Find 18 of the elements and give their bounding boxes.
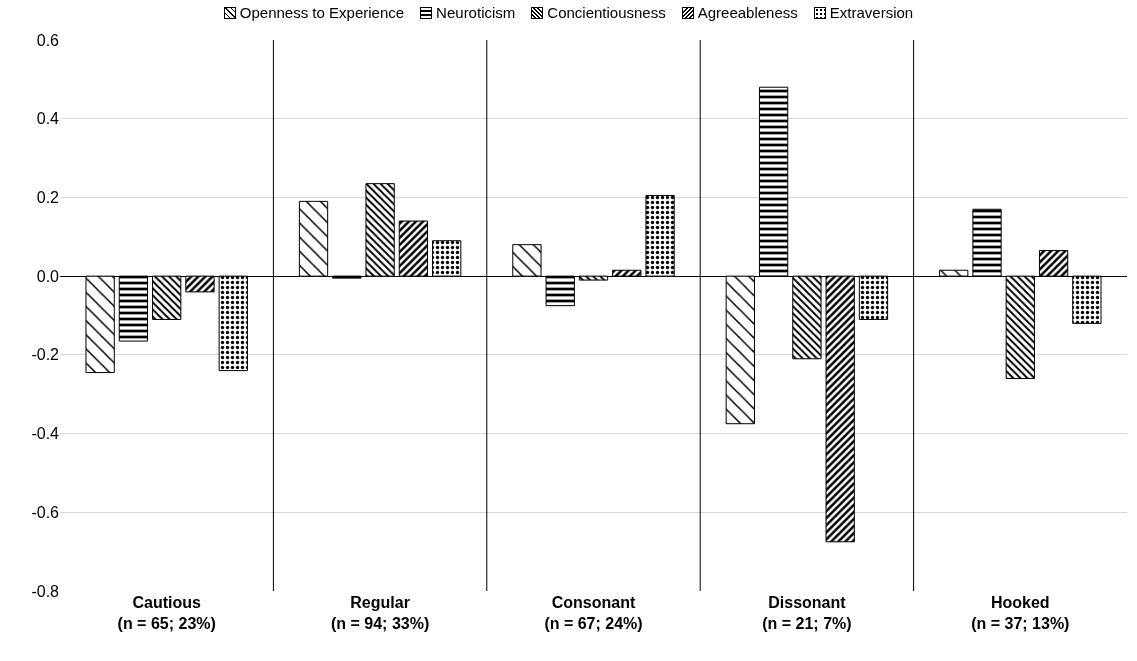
y-tick-label: 0.2 [36,189,60,207]
legend-label: Openness to Experience [239,4,405,21]
legend-label: Agreeableness [697,4,798,21]
legend-label: Concientiousness [547,4,666,21]
x-tick-label: Consonant (n = 67; 24%) [544,594,643,632]
y-tick-label: -0.4 [31,425,60,443]
x-tick-label: Dissonant (n = 21; 7%) [762,594,852,632]
y-tick-label: 0.4 [36,110,60,128]
y-tick-label: -0.8 [31,582,60,600]
x-tick-label: Cautious (n = 65; 23%) [117,594,216,632]
x-tick-label: Regular (n = 94; 33%) [330,594,430,632]
legend-label: Extraversion [829,4,914,21]
x-tick-label: Hooked (n = 37; 13%) [971,594,1070,632]
y-tick-label: 0.6 [36,31,60,49]
legend-label: Neuroticism [436,4,516,21]
y-tick-label: 0.0 [36,267,60,285]
y-tick-label: -0.6 [31,503,60,521]
y-tick-label: -0.2 [31,346,60,364]
